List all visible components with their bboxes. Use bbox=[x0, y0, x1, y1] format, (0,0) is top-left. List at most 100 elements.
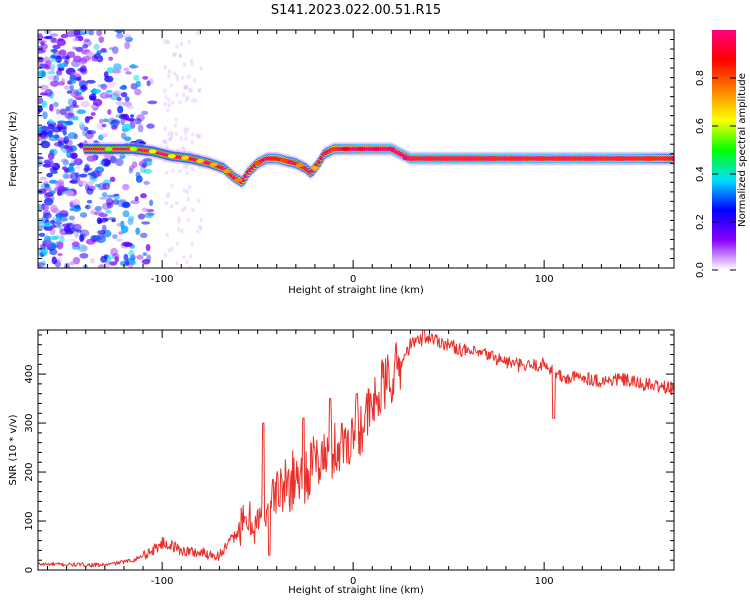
noise-blob bbox=[50, 219, 56, 225]
ridge-core bbox=[341, 147, 350, 151]
noise-blob bbox=[69, 201, 74, 208]
noise-blob bbox=[178, 100, 182, 105]
noise-blob bbox=[113, 160, 120, 164]
ridge-core bbox=[181, 155, 190, 160]
noise-blob bbox=[38, 262, 44, 268]
noise-blob bbox=[142, 252, 148, 256]
noise-blob bbox=[106, 194, 115, 198]
snr-x-ticks: -100 0 100 bbox=[47, 330, 660, 587]
noise-blob bbox=[50, 37, 58, 44]
noise-blob bbox=[50, 242, 56, 251]
x-tick-label: -100 bbox=[151, 274, 174, 285]
noise-blob bbox=[163, 253, 167, 258]
noise-blob bbox=[79, 173, 88, 178]
noise-blob bbox=[140, 232, 148, 238]
noise-blob bbox=[77, 61, 86, 65]
noise-blob bbox=[108, 261, 118, 266]
noise-blob bbox=[163, 65, 167, 70]
noise-blob bbox=[57, 256, 63, 264]
noise-blob bbox=[40, 140, 51, 149]
noise-blob bbox=[175, 44, 179, 49]
noise-blob bbox=[191, 207, 195, 212]
ridge-core bbox=[253, 161, 262, 166]
noise-blob bbox=[190, 140, 194, 145]
noise-blob bbox=[70, 89, 79, 97]
noise-blob bbox=[99, 160, 105, 166]
noise-blob bbox=[57, 253, 63, 256]
noise-blob bbox=[167, 103, 171, 108]
noise-blob bbox=[97, 171, 102, 177]
noise-blob bbox=[124, 41, 131, 50]
noise-blob bbox=[167, 98, 171, 103]
noise-blob bbox=[74, 231, 79, 238]
noise-blob bbox=[125, 120, 131, 125]
noise-blob bbox=[72, 199, 81, 206]
noise-blob bbox=[75, 76, 81, 81]
noise-blob bbox=[175, 201, 179, 205]
ridge-core bbox=[268, 156, 277, 161]
noise-blob bbox=[82, 56, 91, 62]
noise-blob bbox=[198, 87, 202, 92]
noise-blob bbox=[70, 71, 78, 76]
noise-blob bbox=[124, 96, 130, 102]
noise-blob bbox=[191, 167, 194, 171]
noise-blob bbox=[134, 196, 139, 202]
noise-blob bbox=[50, 54, 56, 59]
noise-blob bbox=[128, 215, 135, 221]
noise-blob bbox=[41, 248, 48, 255]
noise-blob bbox=[70, 179, 76, 184]
noise-blob bbox=[127, 218, 134, 226]
noise-blob bbox=[56, 69, 63, 76]
noise-blob bbox=[49, 33, 59, 37]
ridge-core bbox=[223, 169, 232, 174]
noise-blob bbox=[167, 248, 171, 253]
noise-blob bbox=[116, 238, 123, 242]
snr-panel: -100 0 100 0 100 200 300 400 Height of straigh… bbox=[8, 329, 675, 596]
noise-blob bbox=[136, 254, 144, 260]
noise-blob bbox=[182, 93, 186, 98]
spectrogram-ridge bbox=[83, 142, 674, 189]
noise-blob bbox=[166, 194, 169, 199]
noise-blob bbox=[125, 36, 133, 43]
noise-blob bbox=[137, 213, 146, 220]
noise-blob bbox=[108, 47, 115, 51]
noise-blob bbox=[38, 33, 44, 41]
noise-blob bbox=[130, 114, 135, 118]
noise-blob bbox=[96, 235, 106, 244]
noise-blob bbox=[80, 100, 91, 108]
noise-blob bbox=[171, 168, 175, 173]
colorbar-label: Normalized spectral amplitude bbox=[737, 73, 748, 227]
x-tick-label: 100 bbox=[535, 576, 554, 587]
noise-blob bbox=[131, 161, 138, 168]
noise-blob bbox=[190, 242, 194, 247]
noise-blob bbox=[109, 176, 116, 182]
noise-blob bbox=[163, 126, 167, 131]
colorbar-tick-label: 0.8 bbox=[695, 70, 706, 86]
noise-blob bbox=[106, 202, 114, 209]
noise-blob bbox=[52, 126, 62, 133]
noise-blob bbox=[199, 218, 203, 222]
noise-blob bbox=[38, 56, 44, 63]
noise-blob bbox=[111, 69, 122, 74]
noise-blob bbox=[56, 241, 64, 250]
noise-blob bbox=[95, 230, 105, 234]
noise-blob bbox=[93, 52, 102, 60]
noise-blob bbox=[77, 143, 84, 147]
noise-blob bbox=[195, 133, 199, 138]
noise-blob bbox=[179, 136, 183, 141]
noise-blob bbox=[67, 132, 77, 140]
noise-blob bbox=[47, 70, 56, 75]
noise-blob bbox=[119, 85, 127, 90]
ridge-cell bbox=[669, 157, 674, 160]
snr-frame bbox=[37, 329, 675, 571]
noise-blob bbox=[45, 60, 52, 66]
noise-blob bbox=[38, 188, 47, 194]
noise-blob bbox=[135, 175, 143, 183]
noise-blob bbox=[48, 190, 56, 195]
colorbar: 0.0 0.2 0.4 0.6 0.8 Normalized spectral ampl… bbox=[695, 30, 748, 278]
spectrogram-panel: -100 0 100 Height of straight line (km) Fr… bbox=[8, 29, 675, 296]
noise-blob bbox=[175, 73, 179, 78]
ridge-core bbox=[167, 154, 176, 159]
noise-blob bbox=[72, 178, 80, 185]
noise-blob bbox=[82, 44, 89, 49]
